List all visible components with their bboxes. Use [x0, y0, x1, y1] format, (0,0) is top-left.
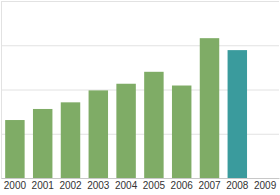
bar [5, 120, 24, 178]
grid-line [1, 1, 279, 2]
x-tick-label: 2001 [32, 180, 55, 191]
y-axis-line [2, 2, 280, 179]
x-tick-label: 2009 [254, 180, 277, 191]
bar [116, 84, 135, 178]
x-axis: 2000 2001 2002 2003 2004 2005 2006 2007 2008 2009 [2, 179, 280, 192]
y-axis [1, 2, 279, 179]
x-tick: 2008 [226, 180, 249, 191]
bar [33, 109, 52, 178]
x-axis-line [2, 178, 280, 179]
bar [144, 72, 163, 178]
x-tick: 2002 [59, 180, 82, 191]
x-tick: 2004 [115, 180, 138, 191]
x-tick: 2009 [254, 180, 277, 191]
bar [61, 102, 80, 178]
x-tick: 2007 [198, 180, 221, 191]
grid-line [1, 178, 279, 179]
x-tick-label: 2005 [143, 180, 166, 191]
bar [172, 86, 191, 178]
x-tick-label: 2006 [171, 180, 194, 191]
x-tick: 2006 [171, 180, 194, 191]
plot: 2000 2001 2002 2003 2004 2005 2006 2007 2008 2009 [1, 2, 280, 192]
bar [200, 38, 219, 178]
x-tick-label: 2004 [115, 180, 138, 191]
x-tick: 2003 [87, 180, 110, 191]
x-tick-label: 2007 [198, 180, 221, 191]
x-tick-label: 2002 [59, 180, 82, 191]
bars [5, 38, 247, 178]
y-tick [1, 45, 279, 46]
bar [89, 90, 108, 178]
chart: 2000 2001 2002 2003 2004 2005 2006 2007 2008 2009 [0, 0, 280, 195]
x-tick-label: 2003 [87, 180, 110, 191]
y-tick [1, 1, 279, 2]
x-tick-label: 2000 [4, 180, 27, 191]
x-tick: 2005 [143, 180, 166, 191]
bar [228, 50, 247, 178]
grid-line [1, 45, 279, 46]
x-tick: 2001 [32, 180, 55, 191]
x-tick: 2000 [4, 180, 27, 191]
y-tick [1, 178, 279, 179]
x-tick-label: 2008 [226, 180, 249, 191]
